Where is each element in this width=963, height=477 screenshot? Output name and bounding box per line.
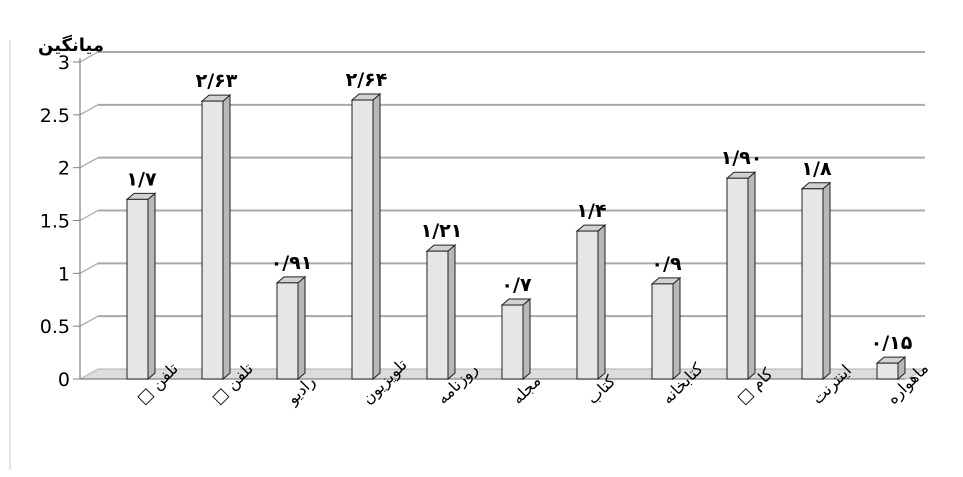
bar-side (447, 244, 456, 381)
bar (351, 99, 374, 380)
y-tick-label: 2 (58, 158, 70, 180)
bar-value-label: ۰/۹ (651, 253, 682, 275)
bar-side (372, 92, 381, 381)
bar-value-label: ۱/۴ (576, 200, 606, 222)
bar-value-label: ۰/۹۱ (271, 252, 313, 274)
bar (726, 177, 749, 380)
bar-group: ۱/۲۱ (421, 220, 463, 381)
bar-value-label: ۰/۷ (501, 274, 532, 296)
gridline-diagonal (79, 315, 99, 327)
bars: ۱/۷ ۲/۶۳ ۰/۹۱ ۲/۶۴ ۱/۲۱ ۰/۷ ۱/۴ ۰/۹ ۱/۹۰ ۱/۸ ۰/۱۵ (125, 69, 913, 381)
bar-value-label: ۱/۸ (801, 158, 832, 180)
bar-side (747, 171, 756, 381)
bar-group: ۰/۹ (650, 253, 682, 381)
bar-side (822, 181, 831, 381)
bar-group: ۱/۸ (800, 158, 832, 381)
gridline-diagonal (79, 209, 99, 222)
bar (576, 230, 599, 380)
y-tick-label: 0 (58, 369, 70, 391)
y-axis-title: میانگین (38, 35, 105, 56)
bar (201, 100, 224, 380)
bar-group: ۰/۱۵ (871, 332, 913, 381)
bar-value-label: ۱/۷ (126, 168, 157, 190)
bar-group: ۲/۶۴ (346, 69, 388, 381)
bar (501, 304, 524, 380)
y-tick-label: 1 (58, 263, 70, 285)
gridline-diagonal (79, 104, 99, 116)
bar-group: ۰/۹۱ (271, 252, 313, 381)
bar-side (672, 276, 681, 381)
bar (126, 198, 149, 380)
bar-side (147, 192, 156, 381)
bar-side (522, 297, 531, 381)
bar-group: ۲/۶۳ (196, 70, 238, 381)
bar-group: ۱/۹۰ (721, 147, 763, 381)
y-tick-label: 1.5 (40, 211, 70, 233)
bar (651, 283, 674, 380)
bar-value-label: ۲/۶۴ (346, 69, 388, 91)
bar-group: ۰/۷ (500, 274, 532, 381)
bar-value-label: ۲/۶۳ (196, 70, 238, 92)
bar-value-label: ۱/۲۱ (421, 220, 463, 242)
bar-group: ۱/۷ (125, 168, 157, 381)
gridline-diagonal (79, 51, 99, 63)
y-tick-label: 3 (58, 52, 70, 74)
y-tick-label: 2.5 (40, 105, 70, 127)
gridline-diagonal (79, 262, 99, 274)
bar-group: ۱/۴ (575, 200, 607, 381)
bar-side (222, 94, 231, 381)
y-axis-ticks: 0 0.5 1 1.5 2 2.5 3 (40, 52, 905, 391)
bar (276, 282, 299, 380)
bar-side (597, 223, 606, 381)
y-tick-label: 0.5 (40, 316, 70, 338)
bar-side (297, 275, 306, 381)
gridline-diagonal (79, 157, 99, 169)
bar-value-label: ۰/۱۵ (871, 332, 913, 354)
bar-value-label: ۱/۹۰ (721, 147, 763, 169)
bar (876, 362, 899, 380)
bar (426, 250, 449, 380)
bar (801, 188, 824, 380)
